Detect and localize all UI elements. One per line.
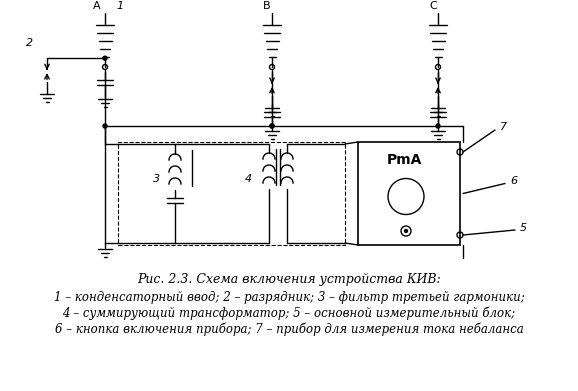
Text: PmA: PmA — [386, 153, 422, 167]
Bar — [118, 142, 345, 245]
Circle shape — [270, 124, 274, 128]
Text: 4 – суммирующий трансформатор; 5 – основной измерительный блок;: 4 – суммирующий трансформатор; 5 – основ… — [62, 307, 516, 321]
Text: B: B — [263, 1, 271, 11]
Text: 1: 1 — [116, 1, 124, 11]
Circle shape — [103, 124, 107, 128]
Text: A: A — [93, 1, 101, 11]
Circle shape — [270, 124, 274, 128]
Text: 4: 4 — [244, 174, 251, 184]
Bar — [358, 142, 460, 245]
Circle shape — [103, 56, 107, 60]
Text: 6 – кнопка включения прибора; 7 – прибор для измерения тока небаланса: 6 – кнопка включения прибора; 7 – прибор… — [55, 323, 523, 337]
Text: 3: 3 — [153, 174, 161, 184]
Text: Рис. 2.3. Схема включения устройства КИВ:: Рис. 2.3. Схема включения устройства КИВ… — [137, 273, 441, 286]
Text: 6: 6 — [510, 176, 517, 187]
Text: 7: 7 — [500, 122, 507, 132]
Text: C: C — [429, 1, 437, 11]
Text: 1 – конденсаторный ввод; 2 – разрядник; 3 – фильтр третьей гармоники;: 1 – конденсаторный ввод; 2 – разрядник; … — [54, 291, 524, 304]
Text: 2: 2 — [26, 38, 33, 48]
Circle shape — [436, 124, 440, 128]
Circle shape — [405, 230, 407, 233]
Text: 5: 5 — [520, 223, 527, 233]
